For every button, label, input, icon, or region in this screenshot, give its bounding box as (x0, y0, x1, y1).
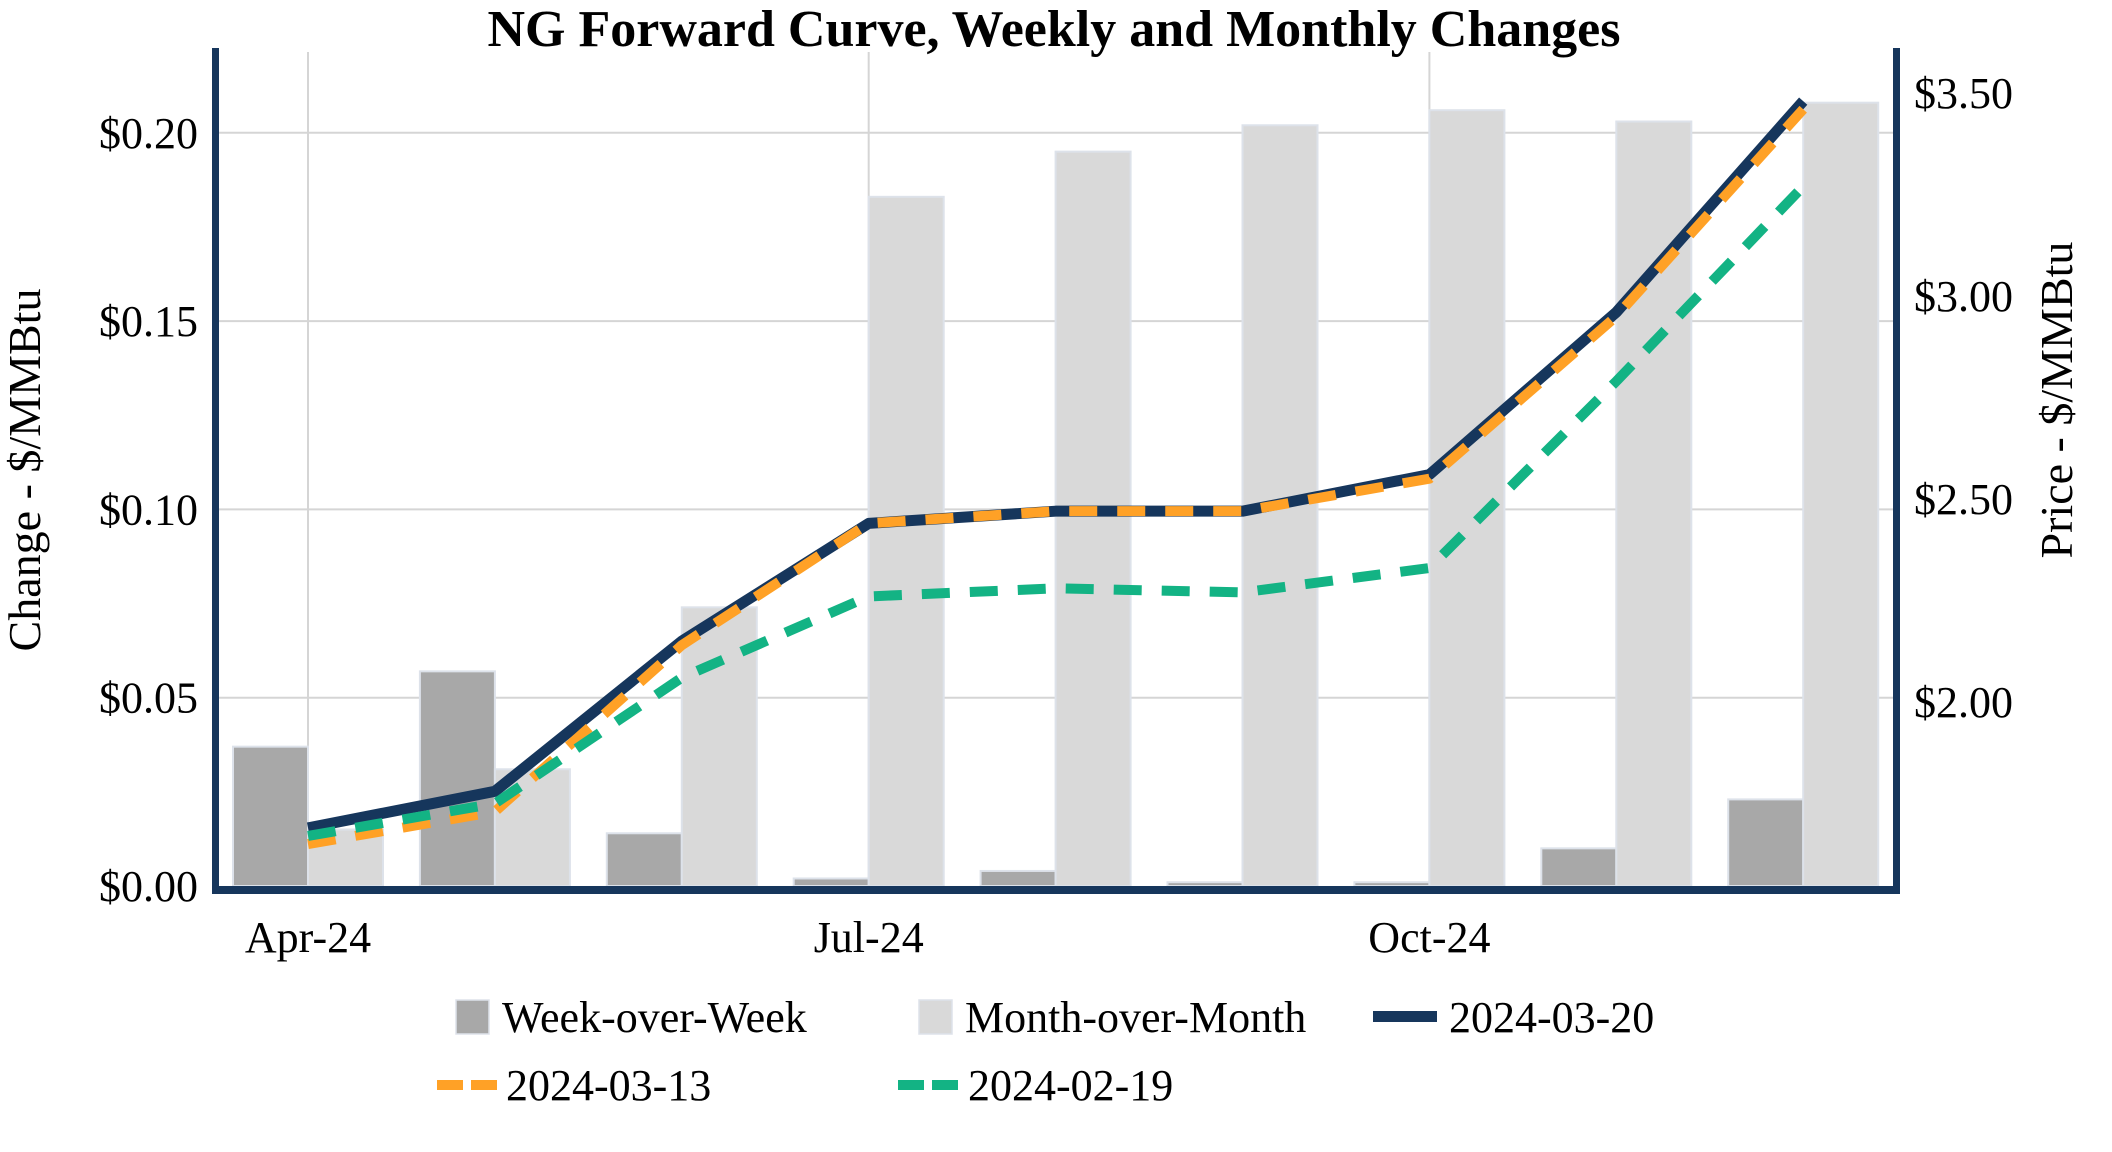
legend-item-Month-over-Month: Month-over-Month (918, 993, 1306, 1042)
right-tick-label-$2.00: $2.00 (1914, 678, 2013, 727)
axis-spines (212, 48, 1900, 894)
mom-bar-Oct-24 (1428, 109, 1506, 888)
wow-bar-Apr-24 (232, 745, 309, 888)
legend-item-2024-02-19: 2024-02-19 (898, 1061, 1173, 1110)
bottom-spine (212, 886, 1900, 894)
x-axis-tick-labels: Apr-24 Jul-24 Oct-24 (245, 913, 1491, 962)
mom-bar-Jul-24 (867, 195, 945, 887)
legend-dash-b (471, 1080, 497, 1090)
wow-bar-Sep-24 (1166, 881, 1244, 888)
x-tick-label-Oct-24: Oct-24 (1368, 913, 1490, 962)
legend-dash-a (898, 1080, 924, 1090)
x-tick-label-Apr-24: Apr-24 (245, 913, 371, 962)
left-tick-label-$0.05: $0.05 (99, 674, 198, 723)
mom-bar-May-24 (493, 768, 571, 888)
line-series-layer (306, 97, 1808, 850)
wow-bar-Jul-24 (792, 877, 870, 888)
right-spine (1893, 48, 1900, 894)
wow-bar-Dec-24 (1727, 798, 1805, 888)
wow-bar-Aug-24 (979, 869, 1057, 887)
legend-dash-a (437, 1080, 463, 1090)
left-axis-title: Change - $/MMBtu (0, 289, 50, 652)
legend-label-Month-over-Month: Month-over-Month (965, 993, 1306, 1042)
mom-bar-Aug-24 (1054, 150, 1132, 887)
legend-label-2024-03-20: 2024-03-20 (1449, 993, 1654, 1042)
legend-item-2024-03-20: 2024-03-20 (1373, 993, 1654, 1042)
x-tick-label-Jul-24: Jul-24 (814, 913, 924, 962)
legend-swatch-Week-over-Week (455, 999, 490, 1035)
line-2024-03-13 (307, 105, 1807, 850)
right-axis-title: Price - $/MMBtu (2031, 242, 2082, 559)
right-tick-label-$3.50: $3.50 (1914, 69, 2013, 118)
legend-label-2024-02-19: 2024-02-19 (968, 1061, 1173, 1110)
left-axis-tick-labels: $0.00 $0.05 $0.10 $0.15 $0.20 (99, 109, 198, 911)
right-tick-label-$2.50: $2.50 (1914, 475, 2013, 524)
legend-item-Week-over-Week: Week-over-Week (455, 993, 807, 1042)
chart-legend: Week-over-Week Month-over-Month 2024-03-20… (437, 993, 1654, 1110)
legend-line-marker-2024-03-20 (1373, 1011, 1437, 1022)
left-tick-label-$0.10: $0.10 (99, 485, 198, 534)
legend-item-2024-03-13: 2024-03-13 (437, 1061, 711, 1110)
right-axis-tick-labels: $2.00 $2.50 $3.00 $3.50 (1914, 69, 2013, 727)
wow-bar-Nov-24 (1540, 847, 1618, 888)
left-tick-label-$0.15: $0.15 (99, 297, 198, 346)
left-tick-label-$0.00: $0.00 (99, 862, 198, 911)
legend-swatch-Month-over-Month (918, 999, 953, 1035)
wow-bar-Oct-24 (1353, 881, 1431, 888)
chart-title: NG Forward Curve, Weekly and Monthly Cha… (488, 1, 1621, 58)
left-spine (212, 48, 219, 894)
legend-label-Week-over-Week: Week-over-Week (502, 993, 807, 1042)
mom-bar-Dec-24 (1802, 101, 1880, 887)
wow-bar-Jun-24 (605, 832, 683, 887)
bar-series-layer (232, 101, 1880, 888)
line-2024-02-19 (307, 182, 1807, 841)
wow-bar-May-24 (418, 670, 496, 888)
legend-label-2024-03-13: 2024-03-13 (506, 1061, 711, 1110)
right-tick-label-$3.00: $3.00 (1914, 272, 2013, 321)
legend-dash-b (932, 1080, 958, 1090)
left-tick-label-$0.20: $0.20 (99, 109, 198, 158)
